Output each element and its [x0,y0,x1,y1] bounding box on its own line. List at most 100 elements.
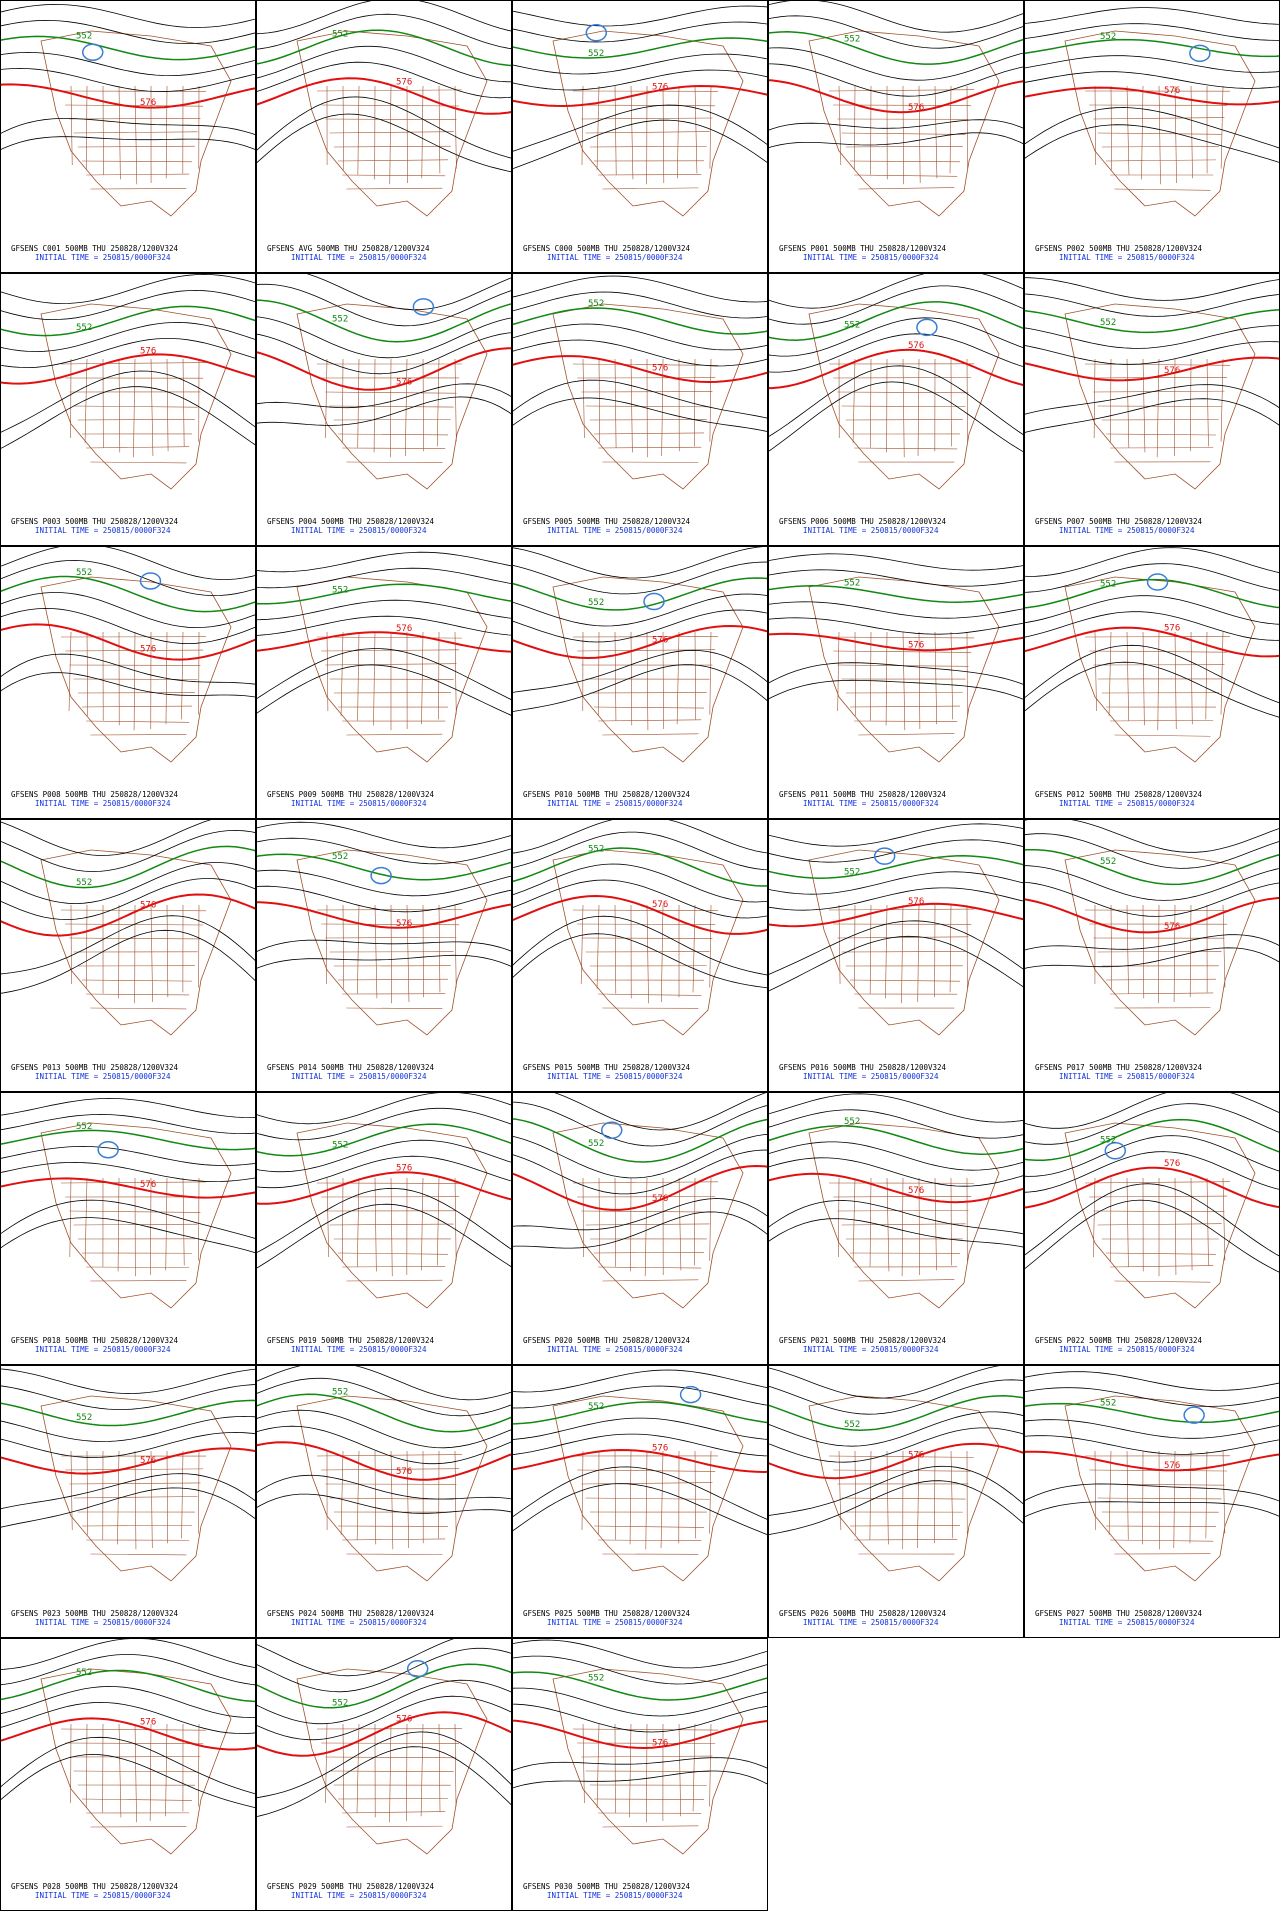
height-contour [257,664,511,716]
height-contour [1,1685,255,1719]
map: 552 576 GFSENS P008 500MB THU 250828/1200V… [1,547,255,808]
initial-time: INITIAL TIME = 250815/0000F324 [291,1618,427,1627]
height-contour [1,575,255,613]
coastline [552,1122,744,1309]
panel-title: GFSENS P006 500MB THU 250828/1200V324 [779,517,947,526]
height-contour [513,1385,767,1409]
state-border [581,85,584,166]
state-border [406,904,410,1003]
map-panel: 552 576 GFSENS AVG 500MB THU 250828/1200V3… [256,0,512,273]
state-border [582,1177,584,1258]
state-border [342,85,344,170]
panel-title: GFSENS P005 500MB THU 250828/1200V324 [523,517,691,526]
state-border [841,132,966,135]
state-border [644,1177,648,1277]
contour-label: 576 [140,1718,156,1728]
state-border [333,419,451,421]
height-contour [257,1107,511,1141]
state-border [902,85,904,185]
height-contour [1025,547,1279,577]
state-border [357,631,360,721]
height-contour [1,862,255,905]
height-contour [1,1129,255,1151]
state-border [596,1723,600,1808]
state-border [917,1450,920,1549]
height-contour [513,307,767,335]
panel-title: GFSENS C000 500MB THU 250828/1200V324 [523,244,691,253]
state-border [1156,358,1160,458]
state-border [828,1455,975,1458]
coastline [40,576,232,763]
initial-time: INITIAL TIME = 250815/0000F324 [291,1072,427,1081]
state-border [849,705,961,708]
height-contour [1025,1387,1279,1407]
height-contour [257,1123,511,1157]
state-border [630,85,634,180]
state-border [325,118,457,120]
panel-title: GFSENS P026 500MB THU 250828/1200V324 [779,1609,947,1618]
state-border [337,1252,449,1255]
contour-label: 576 [1164,1461,1180,1471]
low-center [370,866,392,885]
state-border [86,631,89,716]
height-contour [769,679,1023,700]
height-contour [1,1473,255,1510]
state-border [346,733,443,736]
panel-title: GFSENS P015 500MB THU 250828/1200V324 [523,1063,691,1072]
state-border [390,358,392,458]
state-border [346,1553,443,1555]
map: 552 576 GFSENS P004 500MB THU 250828/1200V… [257,274,511,535]
height-contour [1,67,255,93]
state-border [325,936,457,939]
state-border [68,631,72,712]
state-border [389,1723,392,1823]
height-contour [257,61,511,99]
state-border [1110,1265,1214,1268]
state-border [436,1177,440,1266]
height-contour [769,871,1023,895]
state-border [150,358,154,457]
state-border [390,904,392,1004]
height-contour [513,1719,767,1750]
state-border [1114,734,1211,737]
coastline [296,1395,488,1582]
contour-label: 576 [140,644,156,654]
state-border [709,1177,712,1261]
height-contour [769,1141,1023,1171]
state-border [70,1450,73,1531]
state-border [454,1450,457,1534]
height-contour [769,79,1023,114]
height-contour [257,29,511,67]
panel-title: GFSENS P028 500MB THU 250828/1200V324 [11,1882,179,1891]
state-border [1114,1280,1211,1283]
state-border [845,145,963,148]
state-border [585,405,710,408]
state-border [849,979,961,982]
initial-time: INITIAL TIME = 250815/0000F324 [35,526,171,535]
state-border [593,1798,705,1800]
height-contour [769,935,1023,992]
height-contour [513,1164,767,1211]
state-border [84,358,88,443]
panel-title: GFSENS P002 500MB THU 250828/1200V324 [1035,244,1203,253]
panel-title: GFSENS P001 500MB THU 250828/1200V324 [779,244,947,253]
panel-title: GFSENS P029 500MB THU 250828/1200V324 [267,1882,435,1891]
state-border [357,904,360,994]
height-contour [513,624,767,660]
coastline [1064,1122,1256,1309]
state-border [858,187,955,190]
state-border [833,650,972,653]
state-border [1108,631,1112,716]
height-contour [257,853,511,881]
state-border [1220,85,1224,169]
state-border [342,1177,344,1262]
height-contour [513,649,767,693]
height-contour [513,21,767,43]
state-border [337,978,449,981]
state-border [374,1450,377,1545]
height-contour [1,305,255,337]
state-border [1173,904,1176,1003]
height-contour [257,1139,511,1173]
state-border [828,908,975,911]
state-border [828,636,975,639]
